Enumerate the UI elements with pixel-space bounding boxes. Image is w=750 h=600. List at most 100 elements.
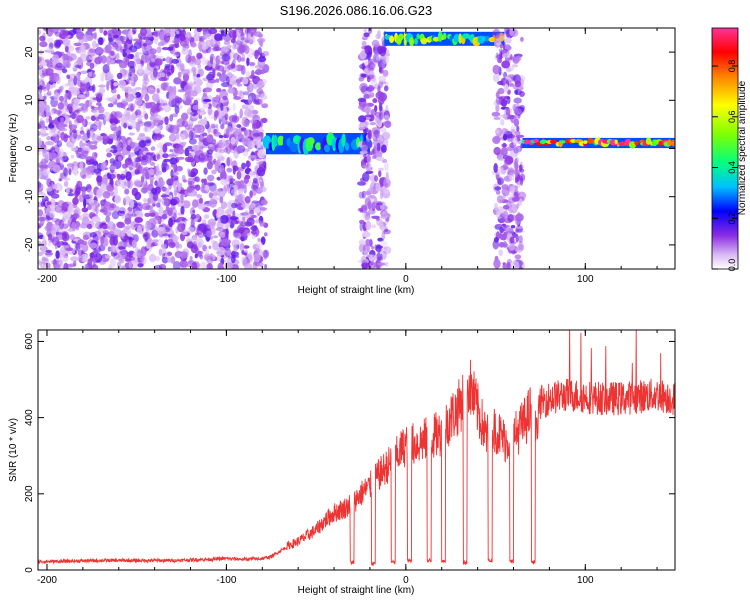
spectrogram-cell [38, 106, 45, 113]
spectrogram-cell [129, 167, 133, 170]
spectrogram-cell [373, 196, 378, 205]
spectrogram-cell [47, 262, 51, 269]
spectrogram-cell [514, 158, 518, 168]
spectrogram-cell [506, 66, 515, 72]
spectrogram-cell [38, 181, 42, 189]
spectrogram-cell [101, 162, 106, 172]
tone-cell [449, 35, 454, 42]
spectrogram-cell [231, 264, 239, 269]
spectrogram-cell [369, 194, 376, 199]
spectrogram-cell [225, 263, 229, 268]
spectrogram-cell [506, 67, 512, 73]
spectrogram-cell [205, 248, 209, 255]
spectrogram-cell [192, 199, 199, 208]
spectrogram-cell [161, 166, 167, 173]
spectrogram-cell [94, 47, 104, 56]
spectrogram-cell [510, 260, 520, 269]
spectrogram-cell [85, 116, 91, 120]
spectrogram-cell [118, 79, 126, 89]
spectrogram-cell [219, 196, 224, 204]
spectrogram-cell [41, 257, 49, 265]
spectrogram-cell [241, 77, 249, 85]
spectrogram-cell [87, 49, 96, 57]
spectrogram-cell [55, 39, 64, 45]
spectrogram-cell [68, 105, 73, 113]
xtick-label: -200 [37, 274, 57, 285]
spectrogram-cell [134, 98, 143, 106]
spectrogram-cell [134, 169, 140, 175]
spectrogram-cell [497, 87, 505, 95]
spectrogram-cell [256, 166, 266, 177]
spectrogram-cell [72, 131, 78, 140]
spectrogram-cell [47, 239, 52, 247]
spectrogram-cell [144, 222, 152, 230]
spectrogram-cell [110, 78, 115, 84]
spectrogram-cell [209, 221, 216, 229]
spectrogram-cell [109, 149, 118, 153]
spectrogram-cell [196, 177, 200, 183]
spectrogram-cell [243, 129, 248, 136]
spectrogram-cell [229, 51, 235, 60]
spectrogram-cell [207, 142, 217, 152]
spectrogram-cell [499, 43, 503, 49]
spectrogram-cell [377, 85, 381, 93]
ytick-label: 10 [24, 94, 35, 106]
spectrogram-cell [216, 159, 221, 167]
spectrogram-cell [253, 253, 261, 263]
spectrogram-region-tone-2 [384, 31, 505, 47]
spectrogram-cell [86, 166, 92, 175]
spectrogram-cell [73, 75, 78, 86]
spectrogram-cell [135, 115, 144, 119]
spectrogram-cell [39, 35, 46, 42]
spectrogram-cell [65, 89, 69, 94]
spectrogram-cell [151, 229, 159, 238]
spectrogram-cell [100, 72, 105, 82]
spectrogram-cell [137, 156, 145, 162]
spectrogram-cell [195, 125, 204, 134]
spectrogram-cell [192, 210, 196, 213]
spectrogram-cell [58, 51, 65, 57]
spectrogram-cell [494, 186, 502, 191]
spectrogram-cell [42, 83, 47, 92]
spectrogram-cell [138, 133, 145, 137]
spectrogram-cell [168, 229, 175, 237]
spectrogram-cell [208, 28, 218, 35]
spectrogram-cell [493, 258, 501, 269]
spectrogram-cell [378, 167, 384, 171]
spectrogram-cell [376, 252, 383, 261]
spectrogram-cell [232, 131, 241, 137]
spectrogram-cell [152, 216, 161, 225]
spectrogram-cell [241, 162, 247, 169]
spectrogram-cell [93, 168, 102, 174]
spectrogram-cell [261, 117, 268, 124]
spectrogram-cell [48, 42, 54, 50]
spectrogram-cell [63, 133, 68, 143]
spectrogram-cell [502, 204, 510, 210]
spectrogram-cell [240, 204, 246, 208]
spectrogram-cell [89, 242, 98, 249]
spectrogram-cell [253, 178, 258, 184]
spectrogram-cell [242, 91, 250, 96]
spectrogram-cell [46, 28, 54, 37]
spectrogram-cell [75, 28, 83, 33]
spectrogram-cell [38, 112, 43, 116]
spectrogram-cell [201, 56, 207, 65]
spectrogram-cell [506, 194, 515, 199]
spectrogram-cell [188, 120, 194, 125]
spectrogram-cell [87, 205, 92, 210]
spectrogram-cell [66, 74, 71, 80]
spectrogram-cell [239, 90, 245, 100]
tone-cell [670, 139, 675, 147]
spectrogram-cell [385, 49, 390, 57]
spectrogram-cell [133, 55, 140, 62]
spectrogram-cell [221, 53, 231, 62]
spectrogram-cell [512, 137, 518, 146]
spectrogram-cell [109, 177, 114, 187]
spectrogram-cell [259, 186, 267, 193]
spectrogram-cell [248, 155, 257, 159]
spectrogram-cell [174, 105, 180, 115]
spectrogram-cell [229, 75, 238, 85]
spectrogram-cell [207, 38, 216, 46]
spectrogram-cell [161, 248, 167, 254]
spectrogram-cell [500, 119, 505, 126]
